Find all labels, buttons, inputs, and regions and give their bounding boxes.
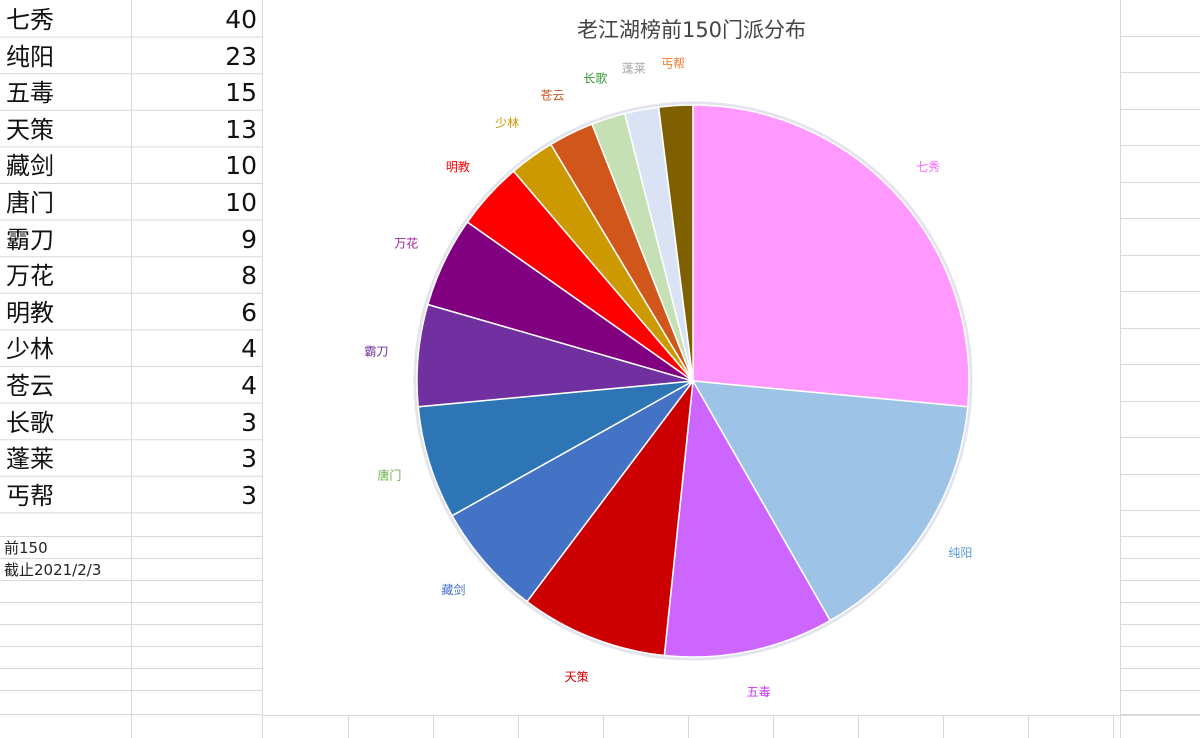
table-row[interactable]: 少林 4 [0,330,262,366]
pie-slice[interactable] [417,380,694,517]
table-row[interactable]: 蓬莱 3 [0,440,262,476]
cell-count[interactable]: 40 [225,5,257,34]
table-row[interactable]: 天策 13 [0,111,262,147]
cell-count[interactable]: 3 [241,444,257,474]
pie-slice[interactable] [657,104,694,382]
cell-school-name[interactable]: 明教 [6,298,54,327]
slice-label: 五毒 [747,685,771,699]
cell-school-name[interactable]: 长歌 [6,408,54,437]
slice-label: 唐门 [377,467,401,482]
table-row[interactable]: 七秀 40 [0,1,262,37]
slice-label: 万花 [394,235,418,250]
cell-school-name[interactable]: 少林 [6,335,54,364]
cell-count[interactable]: 10 [225,151,257,181]
table-row[interactable]: 纯阳 23 [0,38,262,74]
table-row[interactable]: 丐帮 3 [0,477,262,513]
cell-count[interactable]: 3 [241,480,257,510]
pie-slice[interactable] [526,378,695,657]
slice-label: 少林 [495,116,519,130]
cell-count[interactable]: 13 [225,114,257,144]
cell-school-name[interactable]: 藏剑 [6,152,54,181]
slice-label: 苍云 [540,89,564,103]
pie-slice[interactable] [692,104,970,408]
sheet-note[interactable]: 截止2021/2/3 [4,561,102,579]
slice-label: 霸刀 [364,344,388,358]
table-row[interactable]: 五毒 15 [0,74,262,110]
pie-slice[interactable] [691,380,969,622]
pie-slice[interactable] [663,378,832,658]
cell-school-name[interactable]: 丐帮 [6,481,54,510]
cell-count[interactable]: 9 [241,224,257,254]
table-row[interactable]: 长歌 3 [0,404,262,440]
pie-slice[interactable] [451,380,694,603]
sheet-note[interactable]: 前150 [4,539,48,557]
table-row[interactable]: 唐门 10 [0,184,262,220]
cell-school-name[interactable]: 唐门 [6,189,54,217]
cell-count[interactable]: 6 [241,297,257,327]
table-row[interactable]: 霸刀 9 [0,221,262,257]
cell-school-name[interactable]: 天策 [6,115,54,144]
slice-label: 长歌 [583,70,607,85]
table-row[interactable]: 明教 6 [0,294,262,330]
cell-count[interactable]: 4 [241,334,257,364]
cell-school-name[interactable]: 霸刀 [6,225,54,254]
slice-label: 蓬莱 [622,62,646,76]
pie-outline [413,101,973,661]
chart-area[interactable]: 老江湖榜前150门派分布 七秀纯阳五毒 天策 藏剑 唐门 霸刀 万花 明教 少林 苍云 长歌 蓬莱 丐… [263,0,1120,715]
cell-school-name[interactable]: 苍云 [6,372,54,400]
table-row[interactable]: 万花 8 [0,257,262,293]
slice-label: 纯阳 [948,546,972,560]
cell-count[interactable]: 10 [225,188,257,217]
cell-school-name[interactable]: 七秀 [6,6,54,34]
cell-count[interactable]: 15 [225,78,257,108]
cell-count[interactable]: 8 [241,261,257,291]
table-row[interactable]: 藏剑 10 [0,147,262,183]
cell-school-name[interactable]: 蓬莱 [6,445,54,474]
slice-label: 丐帮 [661,57,685,71]
slice-label: 藏剑 [441,582,465,597]
cell-school-name[interactable]: 万花 [6,262,54,291]
cell-school-name[interactable]: 五毒 [6,79,54,108]
slice-label: 天策 [565,670,589,684]
slice-label: 七秀 [916,160,940,174]
chart-title: 老江湖榜前150门派分布 [576,18,807,42]
cell-count[interactable]: 4 [241,371,257,400]
cell-count[interactable]: 23 [225,41,257,71]
table-row[interactable]: 苍云 4 [0,367,262,403]
cell-count[interactable]: 3 [241,407,257,437]
slice-label: 明教 [446,159,470,174]
cell-school-name[interactable]: 纯阳 [6,42,54,71]
